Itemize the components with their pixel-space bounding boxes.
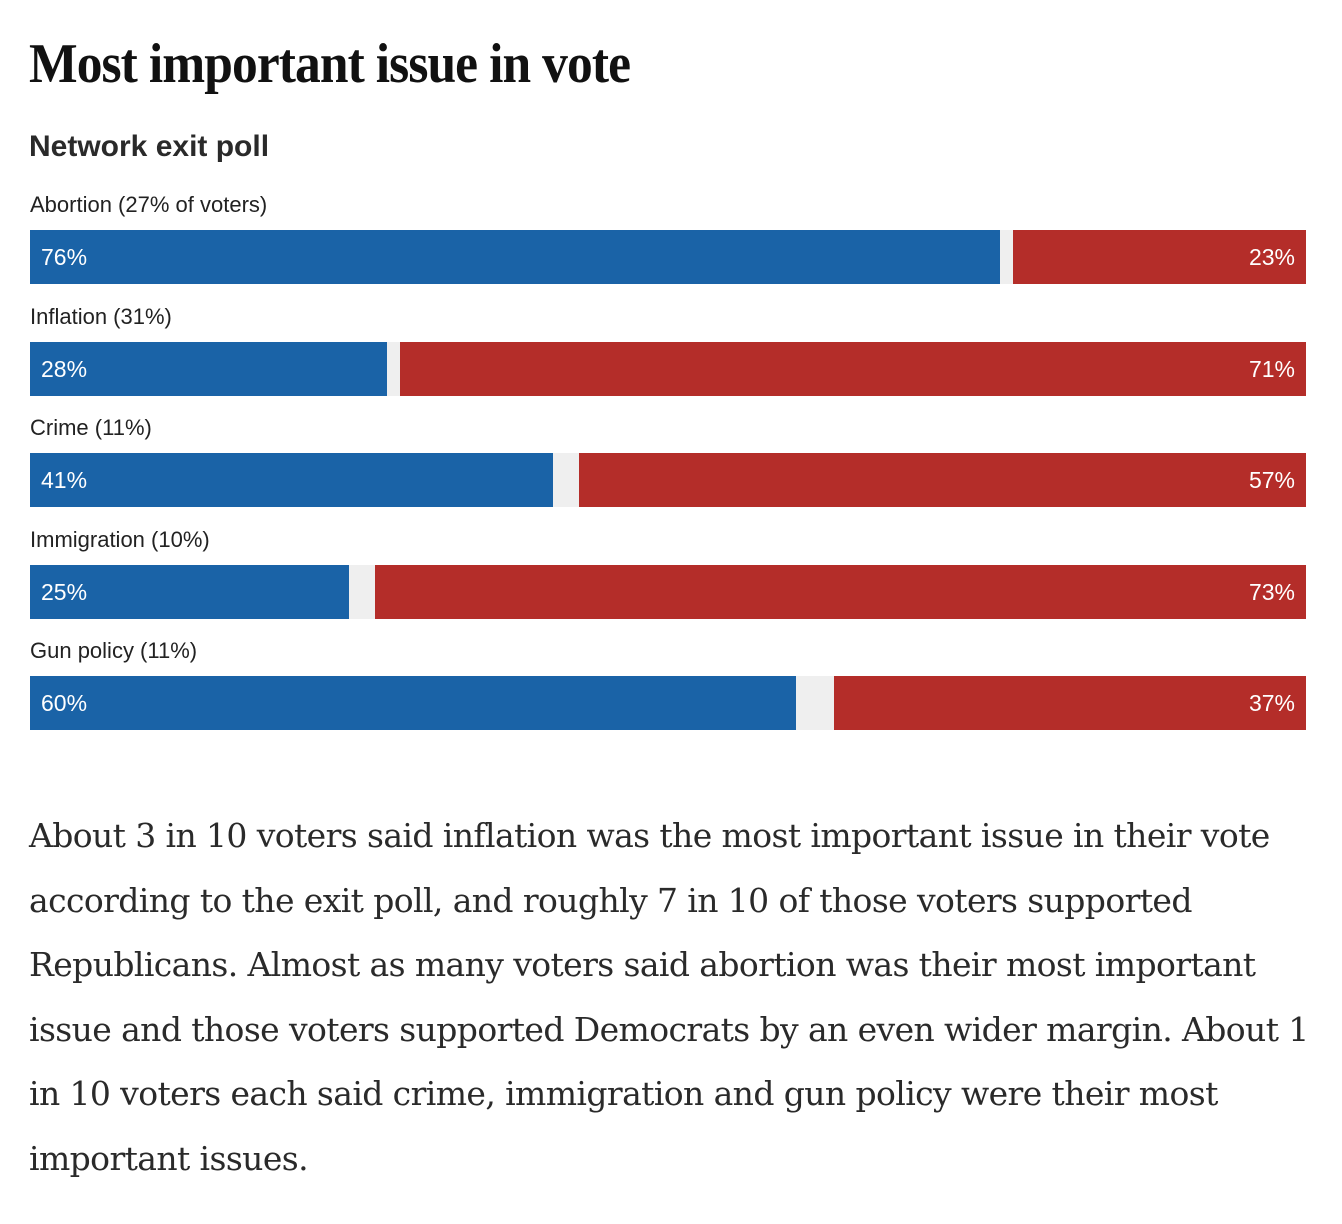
chart-row: Abortion (27% of voters) 76% 23% (30, 186, 1306, 298)
bar-track-other: 60% 37% (30, 676, 1306, 731)
chart-title: Most important issue in vote (29, 33, 631, 95)
chart-row: Immigration (10%) 25% 73% (30, 521, 1306, 633)
data-label-democrat: 76% (41, 244, 88, 270)
data-label-republican: 71% (1248, 355, 1295, 382)
bar-republican: 37% (833, 676, 1306, 731)
data-label-republican: 73% (1248, 578, 1295, 605)
bar-democrat: 25% (30, 564, 349, 619)
data-label-democrat: 28% (41, 355, 88, 382)
bar-track-other: 41% 57% (30, 453, 1306, 508)
bar-republican: 23% (1012, 230, 1306, 284)
bar-track-other: 76% 23% (30, 230, 1306, 284)
bar-republican: 57% (578, 453, 1306, 508)
bar-republican: 73% (374, 564, 1306, 619)
bar-democrat: 41% (30, 453, 554, 508)
data-label-democrat: 60% (41, 690, 88, 717)
data-label-democrat: 41% (41, 467, 88, 494)
chart-row: Inflation (31%) 28% 71% (30, 298, 1306, 410)
category-label: Gun policy (11%) (30, 638, 198, 664)
data-label-democrat: 25% (41, 578, 88, 605)
bar-chart: Abortion (27% of voters) 76% 23% Inflation … (30, 186, 1306, 744)
chart-row: Gun policy (11%) 60% 37% (30, 632, 1306, 744)
category-label: Inflation (31%) (30, 303, 172, 329)
chart-subtitle: Network exit poll (29, 130, 270, 163)
bar-democrat: 28% (30, 341, 388, 396)
chart-row: Crime (11%) 41% 57% (30, 409, 1306, 521)
data-label-republican: 37% (1248, 690, 1295, 717)
body-paragraph: About 3 in 10 voters said inflation was … (29, 816, 1309, 1178)
category-label: Crime (11%) (30, 415, 152, 441)
bar-democrat: 60% (30, 676, 796, 731)
bar-track-other: 25% 73% (30, 564, 1306, 619)
category-label: Abortion (27% of voters) (30, 192, 268, 217)
category-label: Immigration (10%) (30, 526, 210, 552)
bar-track-other: 28% 71% (30, 341, 1306, 396)
bar-republican: 71% (400, 341, 1306, 396)
data-label-republican: 57% (1248, 467, 1295, 494)
data-label-republican: 23% (1248, 244, 1295, 270)
bar-democrat: 76% (30, 230, 1000, 284)
